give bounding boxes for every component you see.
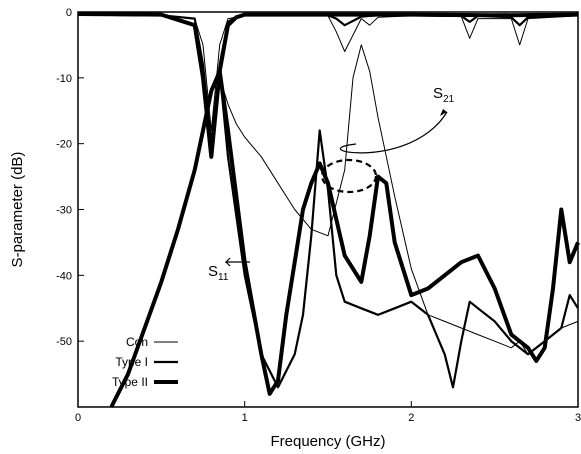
axis-ticks: 0 1 2 3 0 -10 -20 -30 -40 -50 — [56, 7, 581, 424]
y-tick-label: -10 — [56, 73, 72, 85]
legend-label: Con — [126, 335, 148, 349]
y-tick-label: -50 — [56, 336, 72, 348]
legend-label: Type I — [115, 355, 148, 369]
legend: Con Type I Type II — [112, 335, 178, 389]
s11-highlight-ellipse — [320, 158, 378, 194]
series-s11-medium-line — [110, 70, 579, 408]
y-tick-label: -20 — [56, 139, 72, 151]
x-tick-label: 3 — [575, 412, 581, 424]
x-axis-title: Frequency (GHz) — [270, 433, 385, 450]
x-tick-label: 1 — [242, 412, 248, 424]
y-tick-label: -30 — [56, 205, 72, 217]
legend-label: Type II — [112, 375, 148, 389]
y-axis-title: S-parameter (dB) — [9, 152, 26, 268]
y-tick-label: 0 — [66, 7, 72, 19]
y-tick-label: -40 — [56, 270, 72, 282]
annotation-s11: S11 — [208, 263, 229, 283]
series-s21-medium-line — [77, 13, 579, 145]
s21-arrow-head — [440, 109, 447, 116]
series-s11-thin-line — [110, 44, 579, 408]
x-tick-label: 0 — [75, 412, 81, 424]
plot-frame — [77, 11, 579, 408]
series-s11-thick-line — [109, 69, 580, 408]
s21-annotation-arrow — [339, 111, 448, 154]
series-group — [77, 12, 580, 408]
series-s21-thick-line — [77, 12, 579, 159]
annotation-s21: S21 — [433, 85, 455, 105]
s11-annotation-arrow — [224, 257, 250, 267]
x-tick-label: 2 — [408, 412, 414, 424]
series-s21-thin-line — [77, 14, 579, 131]
annotations: S21 S11 — [208, 85, 455, 283]
